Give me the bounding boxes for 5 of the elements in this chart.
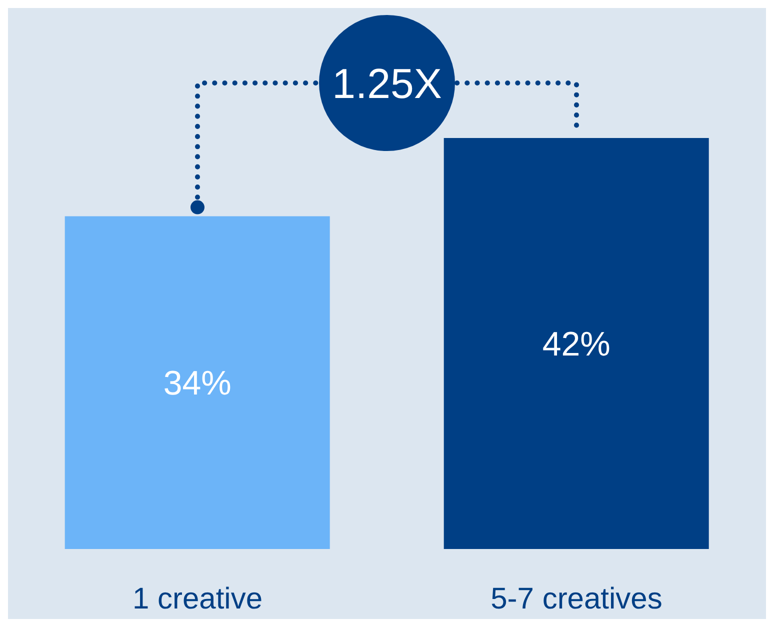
text: 1.25X bbox=[332, 60, 442, 107]
x-tick-label: 5-7 creatives bbox=[490, 582, 662, 616]
data-label: 42% bbox=[542, 326, 610, 364]
x-tick-label: 1 creative bbox=[132, 582, 263, 616]
data-label: 34% bbox=[163, 364, 232, 403]
